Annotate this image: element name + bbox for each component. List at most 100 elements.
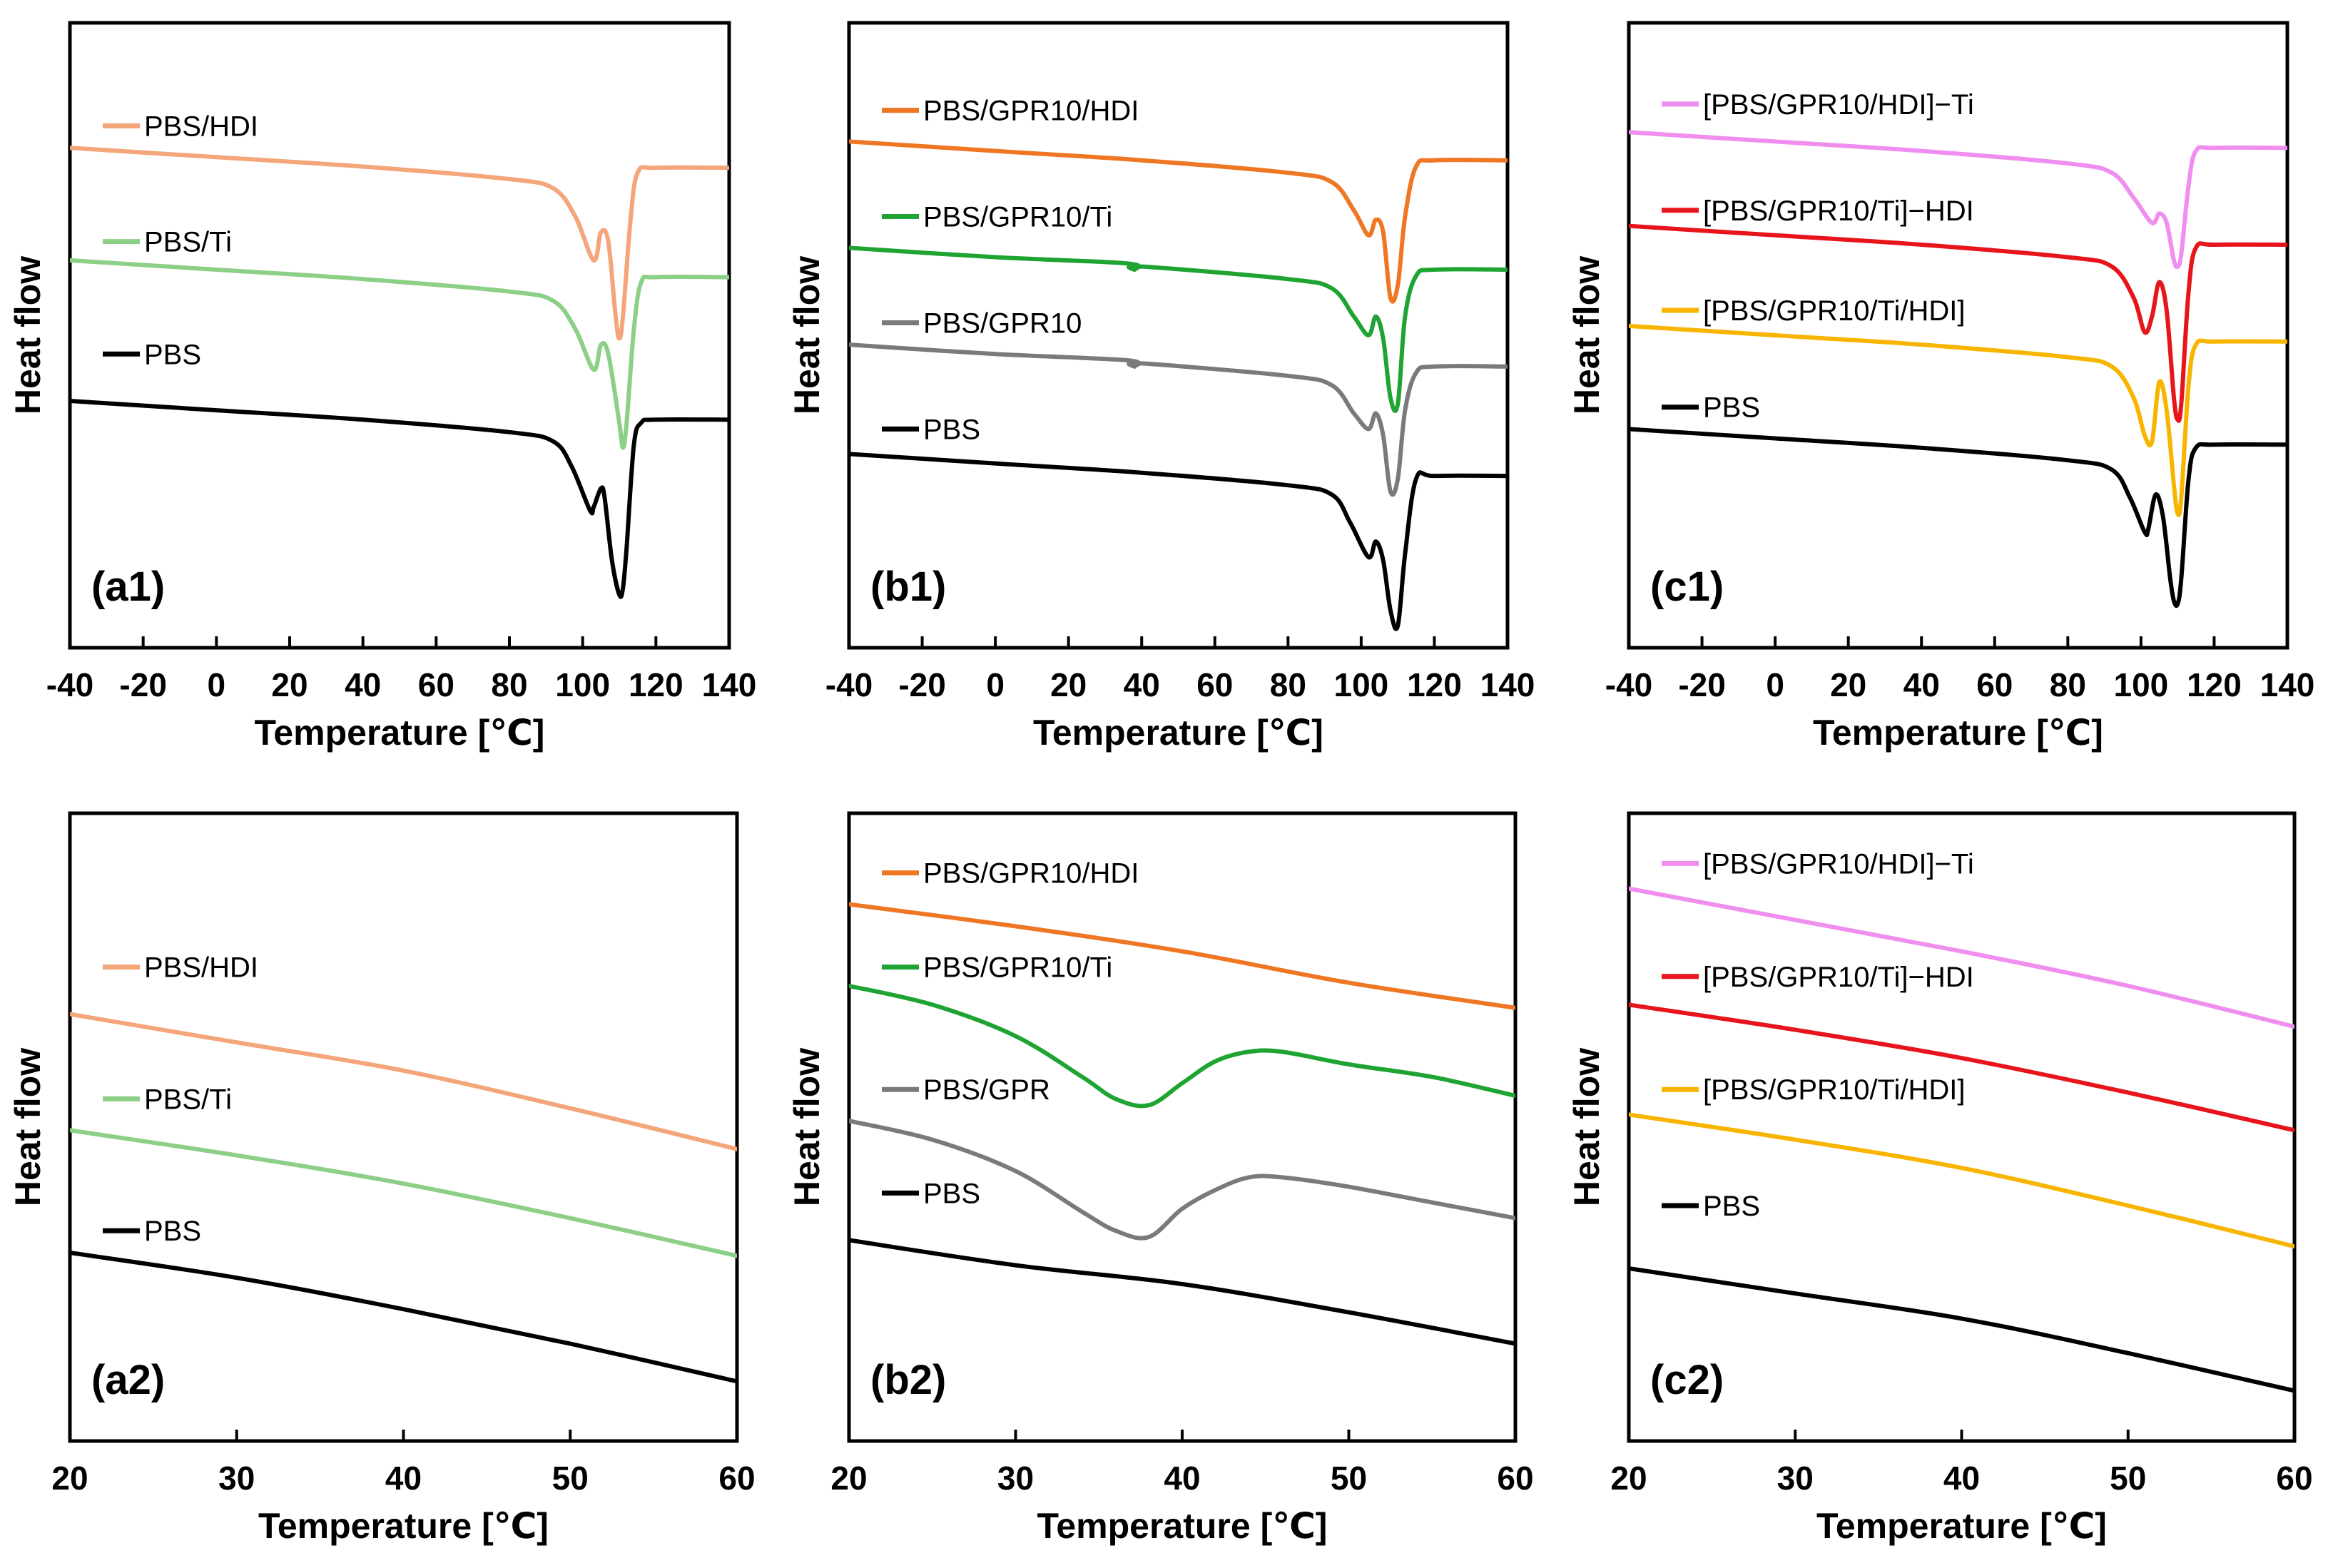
y-axis-title: Heat flow [1567,1048,1607,1206]
y-axis-title: Heat flow [1567,256,1607,414]
x-tick-label: 20 [1830,666,1866,703]
plot-frame [1627,21,2289,650]
legend-label: PBS [1703,392,1760,424]
legend-label: [PBS/GPR10/Ti]−HDI [1703,195,1974,227]
series-line [849,984,1515,1109]
x-tick-label: 40 [385,1460,422,1497]
x-tick-label: -20 [898,666,945,703]
series-line [70,399,729,599]
x-axis-title: Temperature [℃] [1037,1506,1328,1546]
legend-label: PBS/GPR10/HDI [923,858,1139,890]
panel-a1: -40 -20 0 20 40 60 80 100 120 140 Temperature [℃] H… [8,21,757,753]
legend-label: PBS/GPR10/Ti [923,952,1112,984]
x-tick-label: 60 [1497,1460,1533,1497]
legend-label: [PBS/GPR10/Ti/HDI] [1703,295,1966,327]
panel-c1: -40 -20 0 20 40 60 80 100 120 140 Temperature [℃] H… [1567,21,2315,753]
series-line [1629,1002,2294,1133]
legend-label: PBS/GPR10/HDI [923,96,1139,127]
legend-label: PBS [923,1178,980,1209]
series-line [1629,130,2287,270]
series-line [1629,323,2287,517]
x-tick-label: 40 [1164,1460,1200,1497]
x-tick-label: 50 [552,1460,589,1497]
panel-label: (c2) [1650,1357,1724,1403]
plot-frame [68,21,731,650]
x-tick-label: 40 [1903,666,1940,703]
legend-label: [PBS/GPR10/Ti]−HDI [1703,962,1974,993]
x-tick-label: 140 [702,666,757,703]
x-axis-title: Temperature [℃] [255,713,545,753]
panel-label: (c1) [1650,564,1724,610]
x-axis-title: Temperature [℃] [1033,713,1323,753]
x-tick-label: -20 [119,666,166,703]
legend-label: PBS/Ti [144,227,232,258]
series-line [1629,223,2287,423]
x-tick-label: 120 [1407,666,1462,703]
legend-label: PBS/Ti [144,1084,232,1115]
series-line [1629,886,2294,1029]
x-tick-label: 30 [997,1460,1034,1497]
x-axis-title: Temperature [℃] [1816,1506,2107,1546]
x-tick-label: 30 [1777,1460,1814,1497]
x-tick-label: 120 [629,666,683,703]
panel-label: (b2) [870,1357,946,1403]
x-tick-label: 0 [986,666,1005,703]
plot-frame [847,811,1518,1443]
x-tick-label: -20 [1678,666,1725,703]
legend-label: PBS [1703,1191,1760,1222]
legend-label: PBS/GPR10/Ti [923,202,1112,233]
series-line [849,1238,1515,1346]
x-tick-label: 140 [1480,666,1535,703]
x-tick-label: -40 [825,666,873,703]
series-line [1629,1112,2294,1249]
x-tick-label: -40 [46,666,93,703]
x-tick-label: 100 [2114,666,2169,703]
x-tick-label: 140 [2260,666,2315,703]
legend-label: PBS [923,414,980,445]
y-axis-title: Heat flow [787,256,827,414]
legend-label: [PBS/GPR10/HDI]−Ti [1703,89,1974,121]
x-tick-label: 120 [2187,666,2242,703]
x-tick-label: 50 [1331,1460,1367,1497]
x-tick-label: 60 [418,666,454,703]
series-line [1629,427,2287,609]
x-tick-label: 20 [1610,1460,1647,1497]
x-tick-label: 80 [1270,666,1306,703]
x-tick-label: 20 [271,666,307,703]
panel-c2: 20 30 40 50 60 Temperature [℃] Heat flow (c2) [P… [1567,811,2313,1546]
panel-label: (a2) [91,1357,165,1403]
legend-label: PBS/HDI [144,952,258,984]
series-line [849,452,1508,631]
x-tick-label: 40 [345,666,381,703]
legend-label: PBS/GPR10 [923,307,1082,339]
panel-b1: -40 -20 0 20 40 60 80 100 120 140 Temperature [℃] H… [787,21,1535,753]
plot-frame [847,21,1510,650]
series-line [70,1251,737,1384]
series-line [70,258,729,450]
x-tick-label: 100 [555,666,610,703]
x-tick-label: 60 [1976,666,2013,703]
x-tick-label: 60 [1196,666,1233,703]
x-axis-title: Temperature [℃] [258,1506,549,1546]
series-line [849,139,1508,304]
x-tick-label: 80 [491,666,527,703]
x-tick-label: 20 [51,1460,88,1497]
x-tick-label: 100 [1334,666,1389,703]
x-tick-label: 40 [1124,666,1160,703]
legend-label: PBS [144,1216,201,1247]
legend-label: [PBS/GPR10/HDI]−Ti [1703,848,1974,880]
series-line [70,1128,737,1258]
x-tick-label: 40 [1943,1460,1980,1497]
series-line [849,342,1508,497]
legend-label: PBS/GPR [923,1074,1050,1106]
x-tick-label: 60 [2276,1460,2312,1497]
series-line [849,1119,1515,1241]
x-tick-label: 30 [218,1460,255,1497]
series-line [1629,1266,2294,1393]
series-line [849,245,1508,413]
legend-label: PBS [144,339,201,370]
panel-b2: 20 30 40 50 60 Temperature [℃] Heat flow (b2) PB… [787,811,1534,1546]
plot-frame [68,811,739,1443]
y-axis-title: Heat flow [787,1048,827,1206]
